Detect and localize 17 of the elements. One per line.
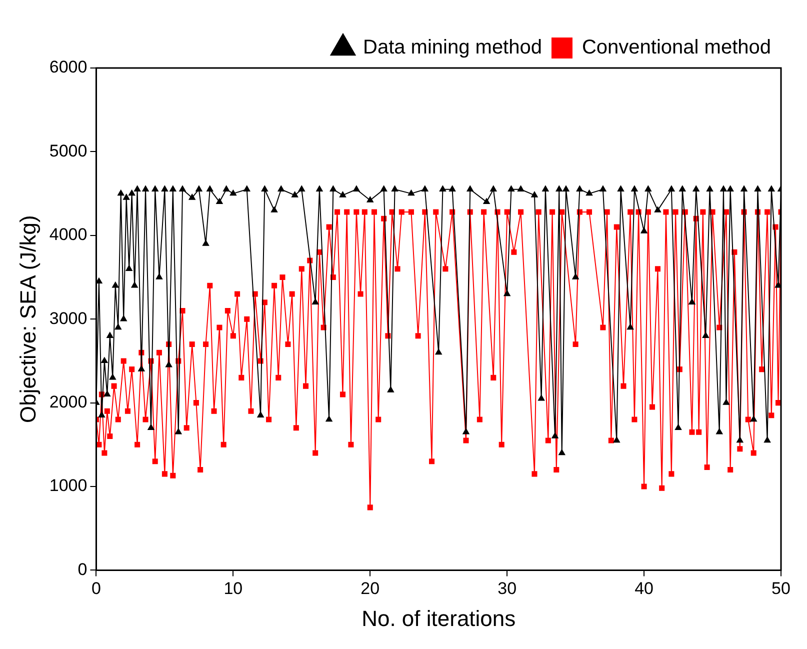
legend-label: Data mining method [363, 36, 542, 59]
y-tick-label: 2000 [49, 392, 88, 412]
y-tick-label: 5000 [49, 141, 88, 160]
legend-label: Conventional method [582, 36, 771, 59]
y-tick-label: 6000 [49, 58, 88, 77]
y-axis-title: Objective: SEA (J/kg) [15, 215, 40, 424]
x-tick-label: 50 [772, 579, 790, 598]
x-tick-label: 10 [224, 579, 243, 598]
x-tick-label: 40 [634, 579, 654, 598]
y-tick-label: 1000 [49, 476, 88, 496]
y-tick-label: 4000 [49, 225, 88, 244]
y-tick-label: 3000 [49, 308, 88, 328]
y-tick-label: 0 [78, 560, 88, 579]
x-axis-title: No. of iterations [362, 606, 516, 631]
x-tick-label: 30 [498, 579, 517, 598]
x-tick-label: 20 [360, 579, 380, 598]
x-tick-label: 0 [91, 579, 101, 598]
